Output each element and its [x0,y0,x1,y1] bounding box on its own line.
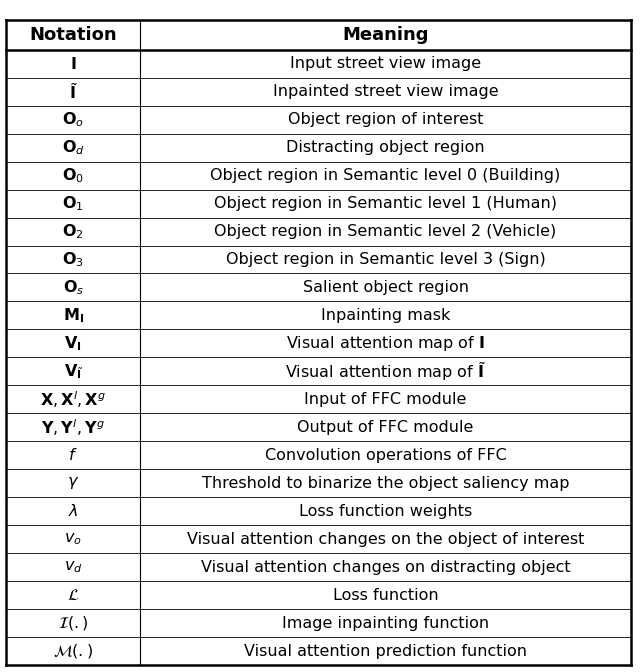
Text: Salient object region: Salient object region [303,280,468,295]
Text: Object region of interest: Object region of interest [288,112,483,127]
Text: Visual attention changes on distracting object: Visual attention changes on distracting … [201,560,570,575]
Text: $\mathbf{O}_{0}$: $\mathbf{O}_{0}$ [62,166,84,185]
Text: Loss function weights: Loss function weights [299,504,472,519]
Text: $\mathbf{V}_{\tilde{\mathbf{I}}}$: $\mathbf{V}_{\tilde{\mathbf{I}}}$ [64,362,83,381]
Text: $\mathcal{M}(.)$: $\mathcal{M}(.)$ [53,642,93,661]
Text: $v_{o}$: $v_{o}$ [65,532,82,547]
Text: $\lambda$: $\lambda$ [68,503,79,519]
Text: $\mathbf{M}_{\mathbf{I}}$: $\mathbf{M}_{\mathbf{I}}$ [63,306,84,325]
Text: Object region in Semantic level 3 (Sign): Object region in Semantic level 3 (Sign) [226,252,545,267]
Text: Input street view image: Input street view image [290,56,481,71]
Text: $\mathbf{O}_{1}$: $\mathbf{O}_{1}$ [63,194,84,213]
Text: Visual attention changes on the object of interest: Visual attention changes on the object o… [187,532,584,547]
Text: Object region in Semantic level 1 (Human): Object region in Semantic level 1 (Human… [214,196,557,211]
Text: Loss function: Loss function [333,588,438,603]
Text: Object region in Semantic level 2 (Vehicle): Object region in Semantic level 2 (Vehic… [214,224,557,239]
Text: $\mathbf{V}_{\mathbf{I}}$: $\mathbf{V}_{\mathbf{I}}$ [65,334,82,353]
Text: Threshold to binarize the object saliency map: Threshold to binarize the object salienc… [202,476,569,491]
Text: Visual attention map of $\tilde{\mathbf{I}}$: Visual attention map of $\tilde{\mathbf{… [285,360,486,383]
Text: Output of FFC module: Output of FFC module [298,420,474,435]
Text: $\mathbf{O}_{d}$: $\mathbf{O}_{d}$ [62,138,84,157]
Text: $\mathbf{O}_{3}$: $\mathbf{O}_{3}$ [62,250,84,269]
Text: Image inpainting function: Image inpainting function [282,616,489,631]
Text: Meaning: Meaning [342,26,429,44]
Text: Object region in Semantic level 0 (Building): Object region in Semantic level 0 (Build… [211,168,561,183]
Text: Visual attention prediction function: Visual attention prediction function [244,644,527,659]
Text: Inpainting mask: Inpainting mask [321,308,450,323]
Text: $\mathcal{L}$: $\mathcal{L}$ [67,588,79,603]
Text: Convolution operations of FFC: Convolution operations of FFC [265,448,506,463]
Text: $\mathbf{O}_{o}$: $\mathbf{O}_{o}$ [62,110,84,129]
Text: Input of FFC module: Input of FFC module [305,392,467,407]
Text: $\mathbf{Y}, \mathbf{Y}^{l}, \mathbf{Y}^{g}$: $\mathbf{Y}, \mathbf{Y}^{l}, \mathbf{Y}^… [42,417,105,437]
Text: Notation: Notation [29,26,117,44]
Text: $\gamma$: $\gamma$ [67,475,79,491]
Text: Distracting object region: Distracting object region [286,140,485,155]
Text: $\mathbf{O}_{s}$: $\mathbf{O}_{s}$ [63,278,84,297]
Text: $\mathbf{X}, \mathbf{X}^{l}, \mathbf{X}^{g}$: $\mathbf{X}, \mathbf{X}^{l}, \mathbf{X}^… [40,389,106,410]
Text: Visual attention map of $\mathbf{I}$: Visual attention map of $\mathbf{I}$ [286,334,485,353]
Text: $\mathbf{I}$: $\mathbf{I}$ [70,56,77,72]
Text: $\tilde{\mathbf{I}}$: $\tilde{\mathbf{I}}$ [69,81,77,101]
Text: $\mathbf{O}_{2}$: $\mathbf{O}_{2}$ [63,222,84,241]
Text: $v_{d}$: $v_{d}$ [64,560,83,575]
Text: Inpainted street view image: Inpainted street view image [273,84,499,99]
Text: $f$: $f$ [68,448,78,464]
Text: $\mathcal{I}(.)$: $\mathcal{I}(.)$ [58,614,88,632]
